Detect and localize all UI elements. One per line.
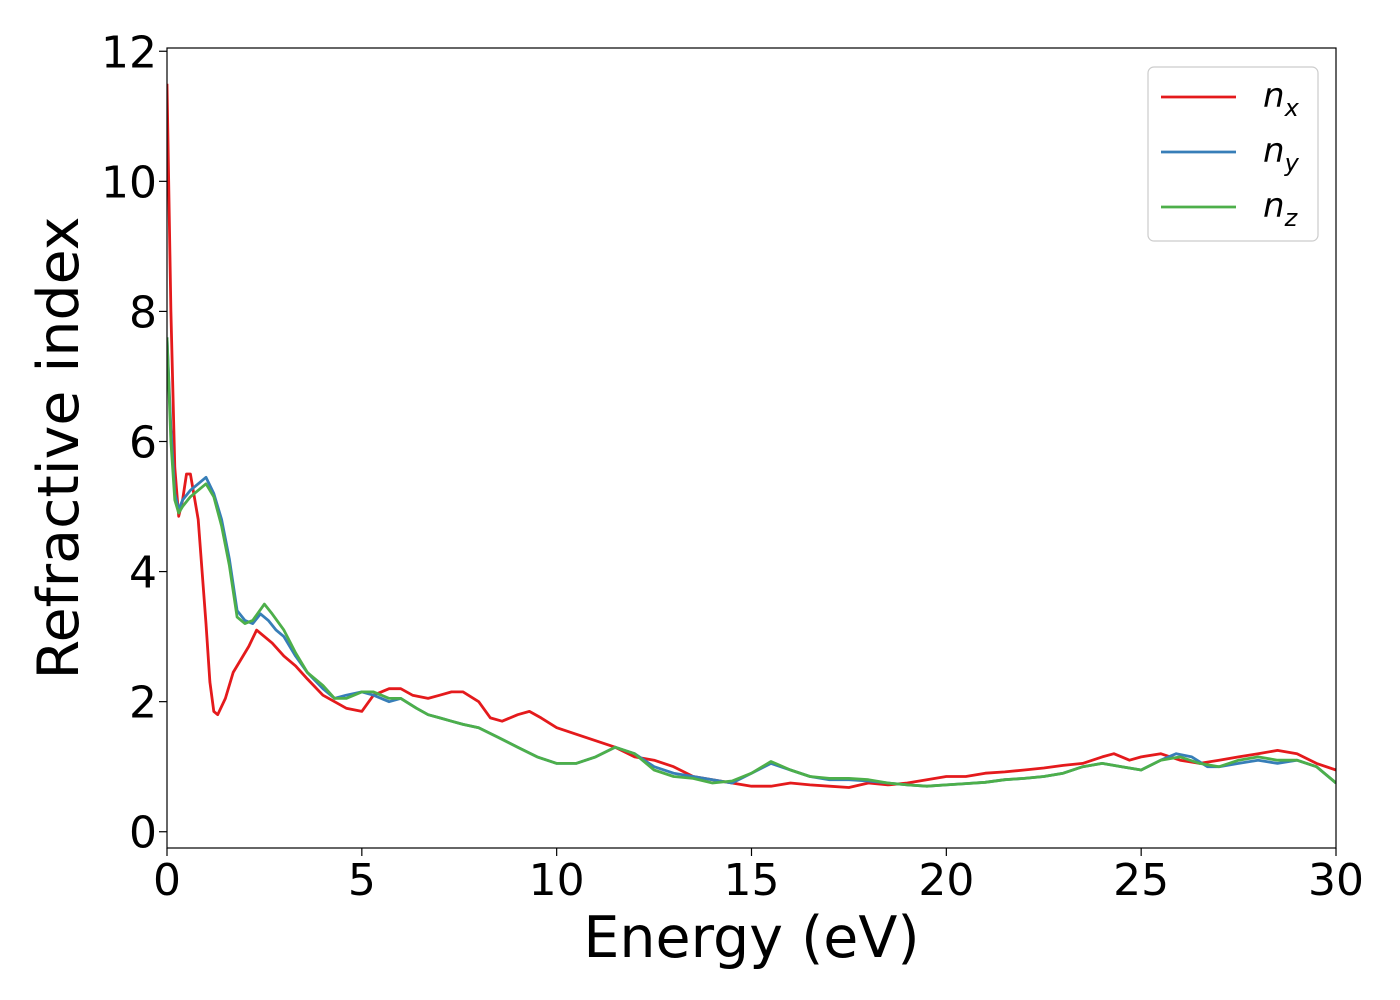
legend-label-z: nz bbox=[1263, 186, 1299, 232]
legend-label-base: n bbox=[1263, 186, 1285, 226]
y-tick-label: 4 bbox=[129, 548, 157, 599]
y-tick-label: 8 bbox=[129, 287, 157, 338]
legend-label-sub: z bbox=[1284, 204, 1299, 232]
y-tick-label: 10 bbox=[101, 157, 157, 208]
y-axis-ticks: 0 2 4 6 8 10 12 bbox=[101, 27, 167, 859]
legend-label-base: n bbox=[1263, 76, 1285, 116]
series-line-y bbox=[167, 337, 1336, 788]
series-line-x bbox=[167, 83, 1336, 789]
y-tick-label: 12 bbox=[101, 27, 157, 78]
y-tick-label: 6 bbox=[129, 417, 157, 468]
y-tick-label: 2 bbox=[129, 678, 157, 729]
legend-box bbox=[1147, 66, 1319, 242]
x-tick-label: 15 bbox=[724, 855, 780, 906]
y-tick-label: 0 bbox=[129, 808, 157, 859]
series-layer bbox=[167, 83, 1336, 789]
series-line-z bbox=[167, 337, 1336, 788]
x-axis-ticks: 0 5 10 15 20 25 30 bbox=[153, 848, 1364, 906]
legend-label-sub: y bbox=[1284, 149, 1300, 177]
legend-label-x: nx bbox=[1263, 76, 1300, 122]
x-tick-label: 25 bbox=[1113, 855, 1169, 906]
legend-label-base: n bbox=[1263, 131, 1285, 171]
legend-label-y: ny bbox=[1263, 131, 1300, 177]
x-tick-label: 5 bbox=[348, 855, 376, 906]
legend-label-sub: x bbox=[1284, 94, 1300, 122]
x-tick-label: 30 bbox=[1308, 855, 1364, 906]
x-axis-title: Energy (eV) bbox=[583, 905, 919, 971]
x-tick-label: 10 bbox=[529, 855, 585, 906]
x-tick-label: 20 bbox=[918, 855, 974, 906]
y-axis-title: Refractive index bbox=[26, 217, 92, 680]
x-tick-label: 0 bbox=[153, 855, 181, 906]
